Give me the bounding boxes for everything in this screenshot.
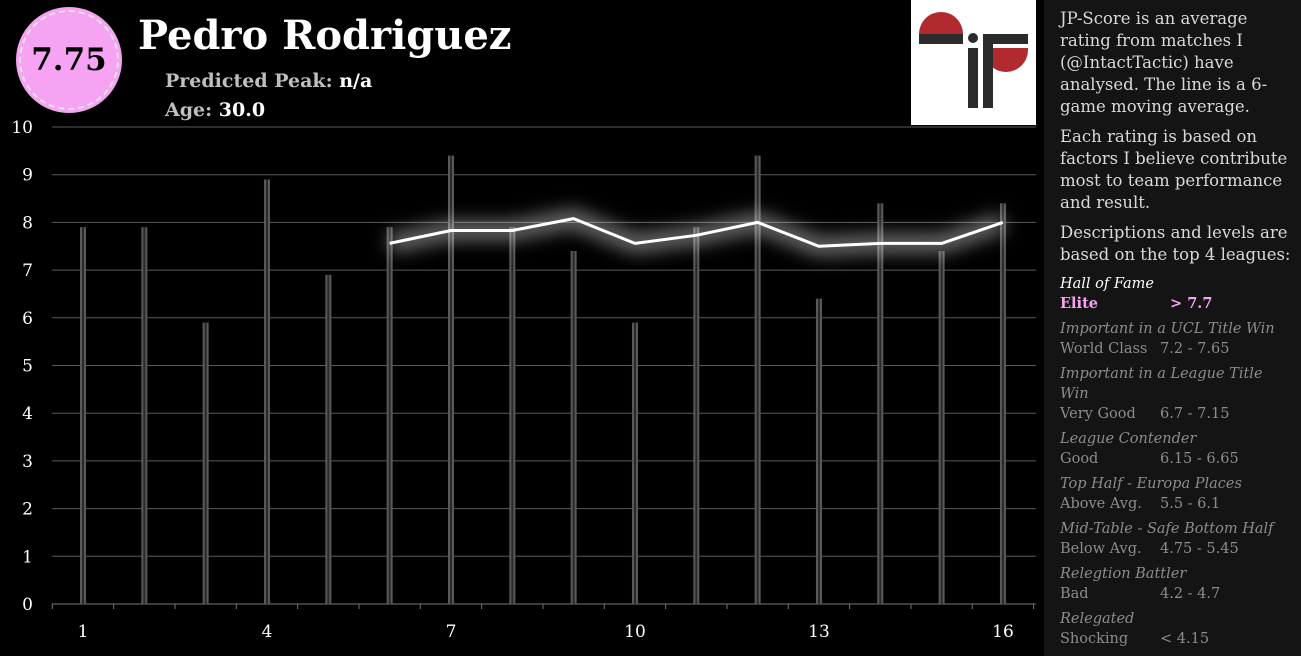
level-range: 5.5 - 6.1 [1160,496,1221,512]
level-above-avg: Top Half - Europa Places Above Avg. 5.5 -… [1060,474,1293,514]
rating-bar-core [82,227,84,605]
level-description: Hall of Fame [1060,276,1154,292]
level-good: League Contender Good 6.15 - 6.65 [1060,429,1293,469]
level-range: 4.2 - 4.7 [1160,586,1221,602]
rating-bar-core [633,322,636,604]
x-tick-label: 7 [446,622,457,642]
rating-bar-core [388,227,391,605]
level-name: Good [1060,451,1099,467]
x-tick-label: 10 [624,622,646,642]
x-tick-label: 4 [262,622,273,642]
rating-bar-core [817,298,820,604]
moving-average [387,209,1006,256]
level-range: < 4.15 [1160,631,1210,647]
score-value: 7.75 [31,42,107,78]
rating-bars [80,155,1006,605]
y-tick-label: 2 [22,500,33,520]
x-tick-label: 13 [808,622,830,642]
rating-chart: 0 1 2 3 4 5 6 7 8 9 10 1 4 7 10 13 16 [11,118,1036,642]
rating-bar-core [511,227,514,605]
level-description: Relegtion Battler [1060,566,1187,582]
player-name: Pedro Rodriguez [138,12,512,59]
level-world-class: Important in a UCL Title Win World Class… [1060,319,1293,359]
age-value: 30.0 [218,99,266,121]
level-name: Above Avg. [1060,496,1142,512]
x-axis-ticks: 1 4 7 10 13 16 [51,604,1035,642]
y-tick-label: 0 [22,595,33,615]
side-panel: JP-Score is an average rating from match… [1044,0,1301,656]
jp-logo-icon [919,12,1028,108]
rating-bar-core [756,155,759,604]
intro-paragraph: Descriptions and levels are based on the… [1060,223,1291,264]
y-tick-label: 1 [22,547,33,567]
rating-bar-core [449,155,452,604]
level-below-avg: Mid-Table - Safe Bottom Half Below Avg. 4… [1060,519,1293,559]
rating-bar-core [265,179,268,604]
score-badge: 7.75 [19,10,119,110]
level-name: Below Avg. [1060,541,1142,557]
level-description: Relegated [1060,611,1135,627]
rating-bar-core [879,203,882,604]
rating-bar-core [327,274,330,604]
level-bad: Relegtion Battler Bad 4.2 - 4.7 [1060,564,1293,604]
level-description: Top Half - Europa Places [1060,476,1242,492]
y-tick-label: 9 [22,166,33,186]
level-description: Important in a League Title Win [1060,366,1263,402]
rating-bar-core [572,251,575,604]
level-very-good: Important in a League Title Win Very Goo… [1060,364,1293,424]
y-tick-label: 3 [22,452,33,472]
y-axis-ticks: 0 1 2 3 4 5 6 7 8 9 10 [11,118,33,615]
level-description: Mid-Table - Safe Bottom Half [1060,521,1274,537]
level-description: Important in a UCL Title Win [1060,321,1275,337]
level-description: League Contender [1060,431,1197,447]
level-name: Very Good [1060,406,1136,422]
level-range: 6.7 - 7.15 [1160,406,1230,422]
moving-average-line [389,217,1004,248]
y-tick-label: 10 [11,118,33,138]
rating-bar-core [1001,203,1004,604]
y-tick-label: 8 [22,213,33,233]
level-elite: Hall of Fame Elite > 7.7 [1060,274,1293,314]
predicted-peak-value: n/a [339,70,373,92]
level-name: World Class [1060,341,1148,357]
logo [911,0,1036,125]
y-tick-label: 7 [22,261,33,281]
y-tick-label: 6 [22,309,33,329]
level-name: Shocking [1060,631,1129,647]
rating-bar-core [695,227,698,605]
level-name: Bad [1060,586,1089,602]
rating-bar-core [204,322,207,604]
level-name: Elite [1060,295,1098,312]
level-shocking: Relegated Shocking < 4.15 [1060,609,1293,649]
grid [52,126,1036,605]
intro-paragraph: JP-Score is an average rating from match… [1060,9,1268,116]
level-range: > 7.7 [1170,295,1213,312]
y-tick-label: 4 [22,404,33,424]
level-range: 4.75 - 5.45 [1160,541,1239,557]
predicted-peak-label: Predicted Peak: [165,70,333,92]
rating-bar-core [143,227,146,605]
age: Age: 30.0 [165,99,265,121]
x-tick-label: 1 [78,622,89,642]
level-range: 7.2 - 7.65 [1160,341,1230,357]
rating-bar-core [940,251,943,604]
level-range: 6.15 - 6.65 [1160,451,1239,467]
intro-paragraph: Each rating is based on factors I believ… [1060,127,1288,212]
x-tick-label: 16 [992,622,1014,642]
predicted-peak: Predicted Peak: n/a [165,70,372,92]
age-label: Age: [165,99,213,121]
y-tick-label: 5 [22,357,33,377]
